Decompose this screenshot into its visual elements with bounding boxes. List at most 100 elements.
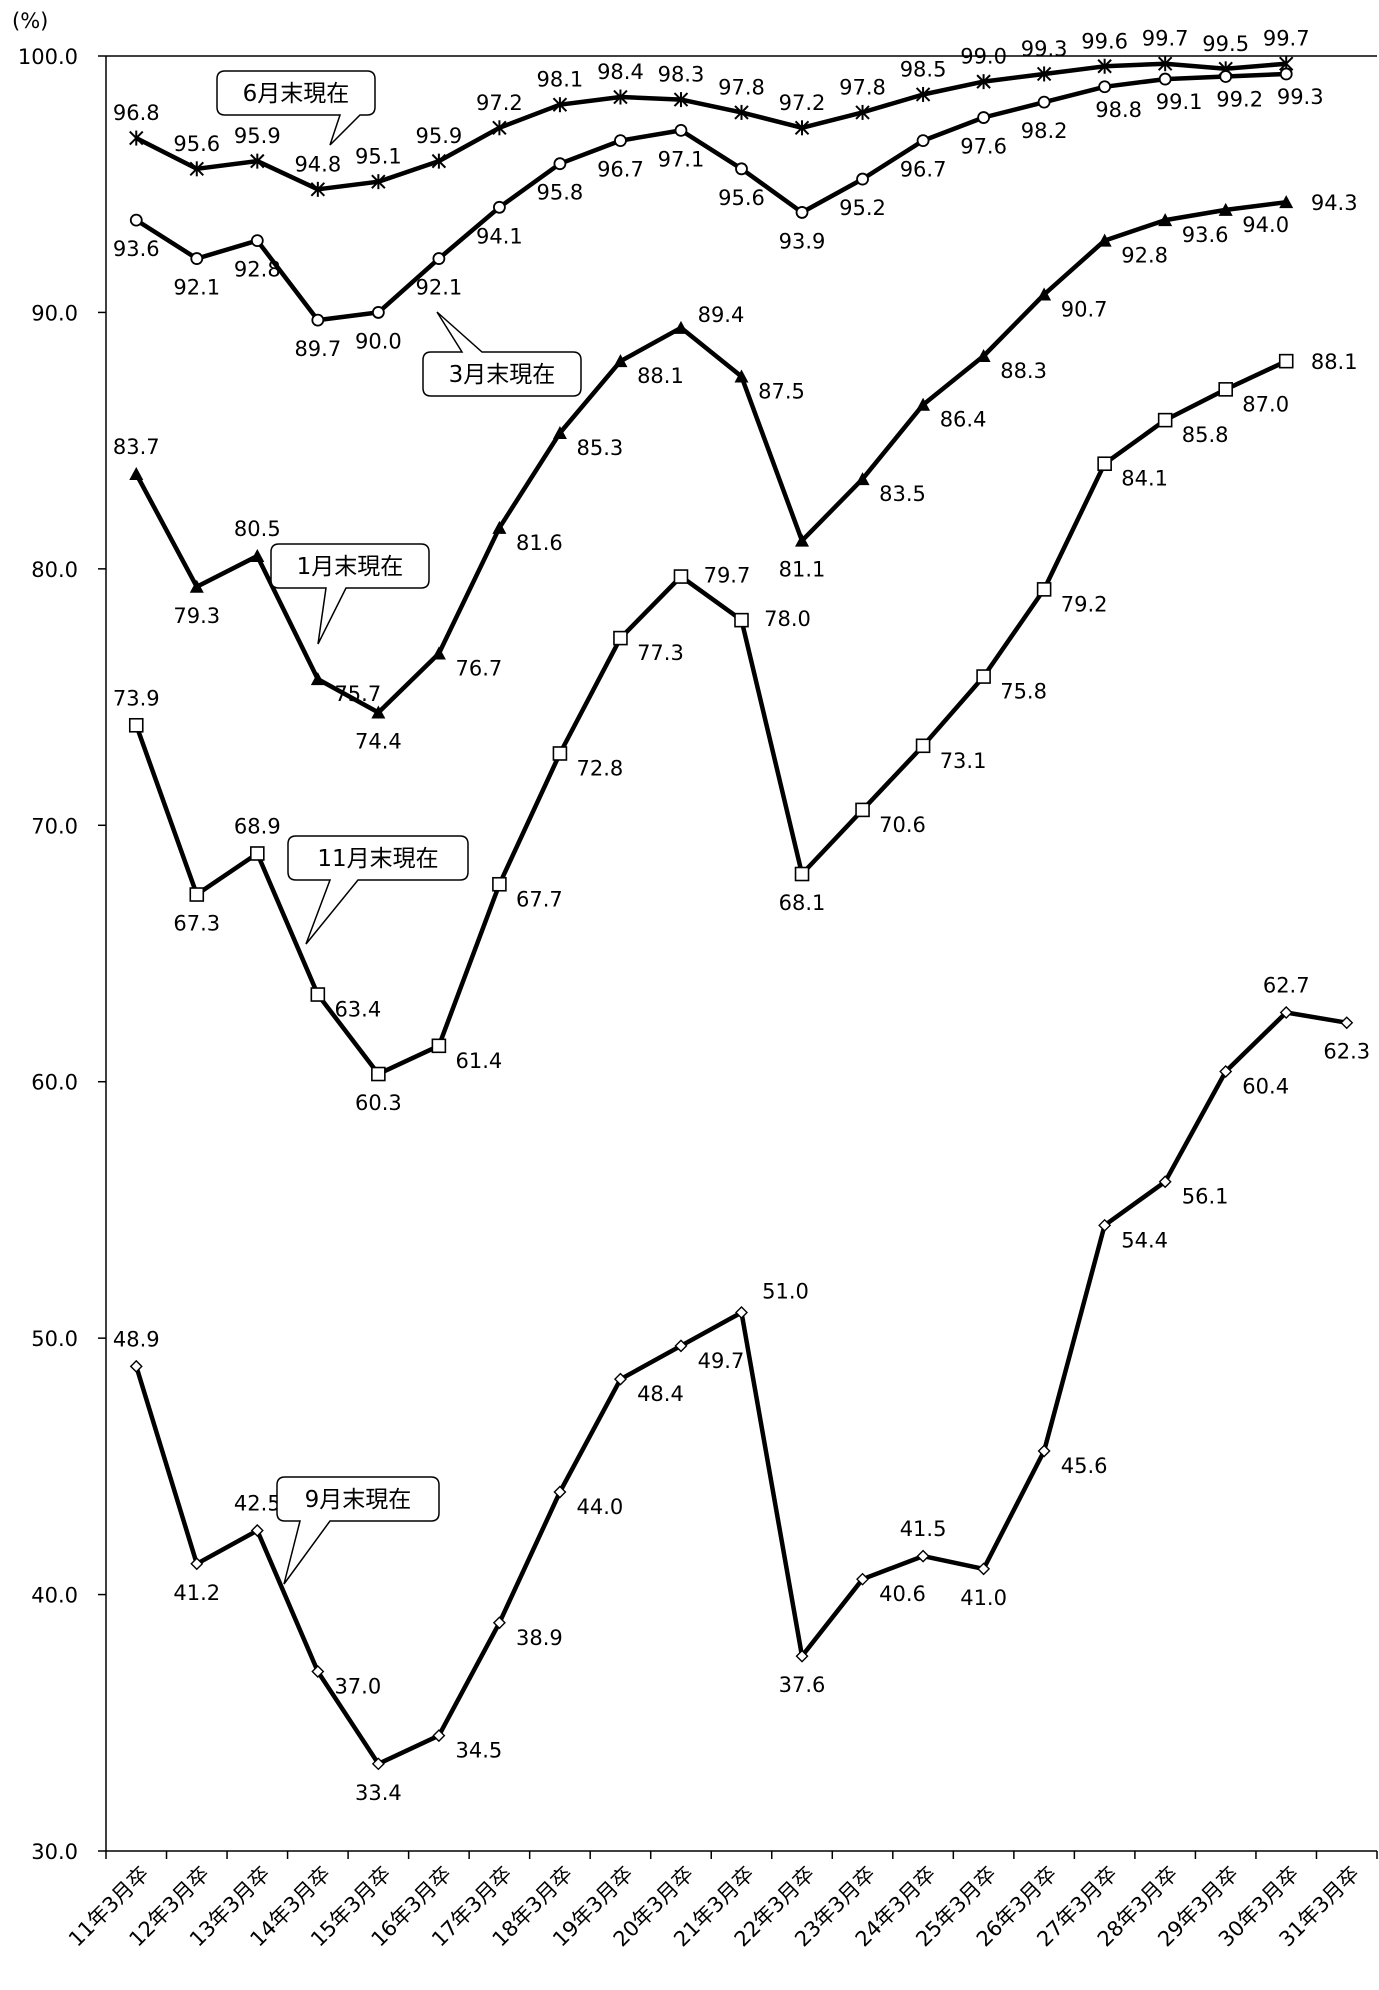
y-tick-label: 90.0 <box>31 301 78 325</box>
circle-marker <box>371 306 385 319</box>
data-label: 83.7 <box>113 435 160 459</box>
circle-marker <box>1279 67 1293 81</box>
data-label: 89.4 <box>698 303 745 327</box>
data-label: 98.1 <box>537 68 584 92</box>
data-label: 44.0 <box>577 1495 624 1519</box>
data-label: 95.2 <box>839 196 886 220</box>
data-label: 95.8 <box>537 181 584 205</box>
circle-marker <box>977 111 990 124</box>
callout-label: 1月末現在 <box>297 554 404 580</box>
triangle-marker <box>431 646 446 660</box>
data-label: 34.5 <box>455 1739 502 1763</box>
square-marker <box>250 846 265 861</box>
series-callout: 6月末現在 <box>216 70 376 146</box>
data-label: 99.2 <box>1216 88 1263 112</box>
data-label: 97.2 <box>779 91 826 115</box>
callout-box <box>216 70 376 146</box>
diamond-marker <box>977 1562 991 1576</box>
square-marker <box>976 669 991 684</box>
data-label: 81.1 <box>779 558 826 582</box>
asterisk-marker <box>250 153 265 169</box>
data-label: 85.8 <box>1182 423 1229 447</box>
data-label: 99.7 <box>1142 27 1189 51</box>
data-label: 62.3 <box>1323 1040 1370 1064</box>
series-markers <box>128 56 1354 1771</box>
square-marker <box>673 569 689 584</box>
callout-label: 9月末現在 <box>305 1487 412 1513</box>
data-label: 89.7 <box>294 337 341 361</box>
data-label: 93.6 <box>113 237 160 261</box>
data-label: 85.3 <box>577 436 624 460</box>
series-line-1 <box>135 71 1287 323</box>
data-label: 81.6 <box>516 531 563 555</box>
y-tick-label: 70.0 <box>31 814 78 838</box>
data-label: 37.0 <box>334 1675 381 1699</box>
circle-marker <box>129 213 143 227</box>
data-label: 86.4 <box>940 408 987 432</box>
data-label: 48.9 <box>113 1327 160 1351</box>
diamond-marker <box>311 1665 325 1678</box>
square-marker <box>310 987 326 1002</box>
y-tick-label: 60.0 <box>31 1071 78 1095</box>
square-marker <box>794 866 810 882</box>
data-label: 54.4 <box>1121 1228 1168 1252</box>
data-label: 99.7 <box>1263 27 1310 51</box>
data-label: 37.6 <box>779 1673 826 1697</box>
diamond-marker <box>432 1729 446 1743</box>
square-marker <box>855 802 870 818</box>
circle-marker <box>1219 70 1233 83</box>
data-label: 94.8 <box>294 152 341 176</box>
diamond-marker <box>371 1757 385 1771</box>
data-label: 94.0 <box>1242 213 1289 237</box>
data-label: 97.8 <box>839 75 886 99</box>
triangle-marker <box>916 397 931 411</box>
square-marker <box>128 717 144 733</box>
asterisk-marker <box>673 92 689 108</box>
square-marker <box>1036 582 1052 597</box>
data-label: 83.5 <box>879 482 926 506</box>
data-label: 88.1 <box>637 364 684 388</box>
triangle-marker <box>855 472 870 486</box>
diamond-marker <box>613 1372 627 1386</box>
series-callouts: 6月末現在 3月末現在 1月末現在 11月末現在 9月末現在 <box>216 70 582 1585</box>
data-label: 76.7 <box>455 656 502 680</box>
square-marker <box>492 876 507 892</box>
triangle-marker <box>1037 287 1052 301</box>
circle-marker <box>1098 80 1112 94</box>
triangle-marker <box>673 320 688 334</box>
data-label: 60.3 <box>355 1091 402 1115</box>
triangle-marker <box>1279 195 1294 209</box>
data-label: 48.4 <box>637 1382 684 1406</box>
data-label: 99.6 <box>1081 29 1128 53</box>
circle-marker <box>432 252 446 265</box>
diamond-marker <box>553 1485 567 1499</box>
asterisk-marker <box>431 153 447 169</box>
asterisk-marker <box>129 130 144 146</box>
triangle-marker <box>552 425 567 439</box>
axes: 30.040.050.060.070.080.090.0100.011年3月卒1… <box>18 45 1378 1951</box>
data-label: 98.2 <box>1021 119 1068 143</box>
triangle-marker <box>1158 213 1173 227</box>
callout-box <box>276 1476 440 1585</box>
data-label: 67.7 <box>516 887 563 911</box>
data-label: 79.7 <box>704 564 751 588</box>
series-line-4 <box>134 1010 1348 1767</box>
data-label: 92.8 <box>234 258 281 282</box>
data-label: 77.3 <box>637 641 684 665</box>
data-label: 92.1 <box>415 276 462 300</box>
series-line-3 <box>134 359 1288 1077</box>
asterisk-marker <box>371 174 386 190</box>
data-label: 87.0 <box>1242 392 1289 416</box>
asterisk-marker <box>1157 56 1173 72</box>
data-label: 74.4 <box>355 729 402 753</box>
callout-label: 6月末現在 <box>243 81 350 107</box>
data-label: 40.6 <box>879 1582 926 1606</box>
data-label: 95.9 <box>234 124 281 148</box>
data-label: 90.0 <box>355 329 402 353</box>
callout-box <box>422 311 582 397</box>
circle-marker <box>493 200 506 214</box>
square-marker <box>1278 353 1294 369</box>
data-label: 92.8 <box>1121 244 1168 268</box>
data-label: 99.3 <box>1021 37 1068 61</box>
data-label: 87.5 <box>758 380 805 404</box>
